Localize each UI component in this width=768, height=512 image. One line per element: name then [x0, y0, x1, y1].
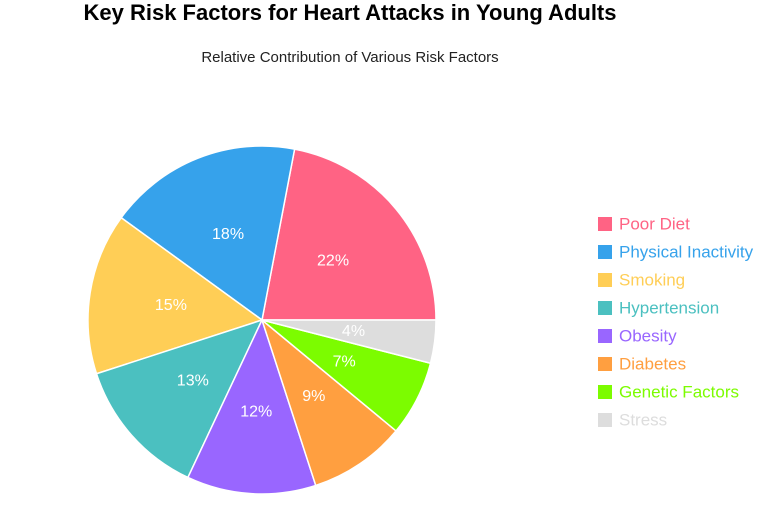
slice-label-stress: 4% [342, 323, 365, 340]
slice-label-physical-inactivity: 18% [212, 226, 244, 243]
slice-label-genetic-factors: 7% [333, 353, 356, 370]
legend-item-obesity[interactable]: Obesity [598, 327, 677, 346]
slice-label-poor-diet: 22% [317, 253, 349, 270]
pie-slice-smoking[interactable] [87, 216, 264, 375]
slice-label-smoking: 15% [155, 297, 187, 314]
legend-item-poor-diet[interactable]: Poor Diet [598, 215, 690, 234]
legend-item-diabetes[interactable]: Diabetes [598, 355, 686, 374]
pie-slice-stress[interactable] [261, 319, 437, 365]
legend-item-smoking[interactable]: Smoking [598, 271, 685, 290]
legend-label: Obesity [619, 327, 677, 346]
legend-label: Poor Diet [619, 215, 690, 234]
legend-label: Stress [619, 411, 667, 430]
pie-slice-hypertension[interactable] [95, 318, 264, 479]
legend-swatch [598, 385, 612, 399]
legend-label: Genetic Factors [619, 383, 739, 402]
legend-swatch [598, 357, 612, 371]
slice-label-hypertension: 13% [177, 372, 209, 389]
legend-swatch [598, 329, 612, 343]
pie-slice-diabetes[interactable] [260, 317, 398, 487]
pie-slice-physical-inactivity[interactable] [120, 145, 296, 322]
legend-label: Hypertension [619, 299, 719, 318]
pie-slice-obesity[interactable] [186, 317, 317, 495]
legend-item-hypertension[interactable]: Hypertension [598, 299, 719, 318]
legend-swatch [598, 217, 612, 231]
slice-label-obesity: 12% [240, 404, 272, 421]
legend-swatch [598, 301, 612, 315]
legend-swatch [598, 273, 612, 287]
chart-subtitle: Relative Contribution of Various Risk Fa… [201, 49, 499, 66]
legend-item-stress[interactable]: Stress [598, 411, 667, 430]
legend-swatch [598, 245, 612, 259]
legend-label: Smoking [619, 271, 685, 290]
legend-label: Physical Inactivity [619, 243, 754, 262]
chart-title: Key Risk Factors for Heart Attacks in Yo… [83, 0, 617, 25]
legend-swatch [598, 413, 612, 427]
legend-label: Diabetes [619, 355, 686, 374]
slice-label-diabetes: 9% [302, 388, 325, 405]
legend-item-genetic-factors[interactable]: Genetic Factors [598, 383, 739, 402]
legend-item-physical-inactivity[interactable]: Physical Inactivity [598, 243, 754, 262]
pie-slice-poor-diet[interactable] [261, 148, 437, 321]
